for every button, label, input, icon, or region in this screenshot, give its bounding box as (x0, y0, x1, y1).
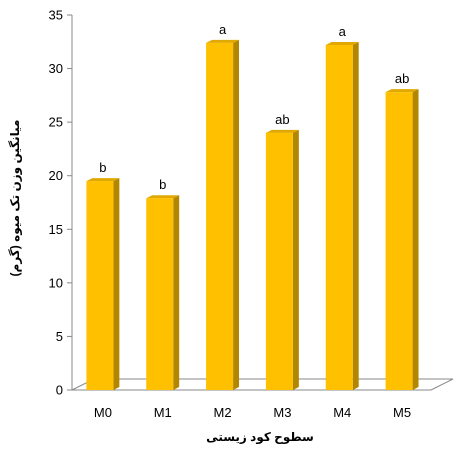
y-tick-label: 20 (49, 168, 63, 183)
bar-side-face (352, 42, 359, 390)
bar-top-face (325, 42, 359, 45)
x-category-label: M4 (333, 405, 351, 420)
x-category-label: M5 (393, 405, 411, 420)
data-label: b (159, 177, 166, 192)
y-tick-label: 0 (56, 383, 63, 398)
x-category-label: M0 (94, 405, 112, 420)
bar-front-face (206, 42, 234, 390)
bar-m3 (265, 129, 299, 390)
bar-top-face (146, 195, 180, 199)
y-tick-label: 15 (49, 222, 63, 237)
bar-front-face (265, 132, 293, 390)
y-tick-label: 5 (56, 329, 63, 344)
bar-side-face (113, 178, 120, 390)
bar-top-face (206, 39, 240, 43)
bar-side-face (412, 89, 419, 391)
data-labels-group: b b a ab a ab (99, 22, 409, 192)
bar-front-face (86, 181, 114, 390)
bar-side-face (233, 39, 240, 390)
bar-front-face (325, 45, 353, 390)
data-label: a (339, 24, 347, 39)
bar-top-face (265, 129, 299, 133)
y-tick-label: 30 (49, 61, 63, 76)
x-category-label: M2 (214, 405, 232, 420)
bar-front-face (385, 92, 413, 391)
y-axis: 0 5 10 15 20 25 30 35 (49, 8, 431, 398)
bars-group (86, 39, 419, 391)
y-tick-label: 10 (49, 275, 63, 290)
y-tick-label: 25 (49, 115, 63, 130)
bar-top-face (385, 89, 419, 93)
bar-side-face (292, 129, 299, 390)
x-axis-categories: M0 M1 M2 M3 M4 M5 (94, 405, 411, 420)
bar-top-face (86, 178, 120, 182)
bar-front-face (146, 198, 174, 390)
y-tick-label: 35 (49, 8, 63, 23)
bar-m2 (206, 39, 240, 390)
data-label: a (219, 22, 227, 37)
bar-m4 (325, 42, 359, 390)
data-label: ab (395, 71, 409, 86)
data-label: b (99, 160, 106, 175)
bar-m0 (86, 178, 120, 390)
bar-m5 (385, 89, 419, 391)
bar-m1 (146, 195, 180, 390)
y-axis-title: میانگین وزن تک میوه (گرم) (8, 120, 23, 277)
bar-side-face (173, 195, 180, 390)
x-axis-title: سطوح کود زیستی (206, 430, 314, 445)
x-category-label: M3 (273, 405, 291, 420)
x-category-label: M1 (154, 405, 172, 420)
data-label: ab (275, 112, 289, 127)
